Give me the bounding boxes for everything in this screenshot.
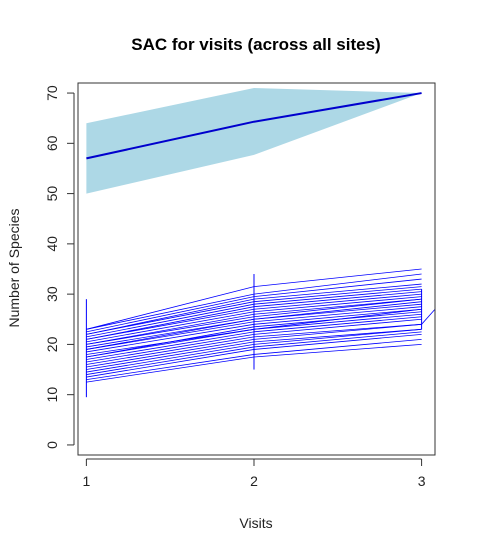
- x-tick-label-2: 2: [250, 473, 258, 489]
- stray-segment: [422, 309, 435, 324]
- confidence-ribbon: [86, 88, 421, 194]
- x-tick-label-1: 1: [82, 473, 90, 489]
- y-tick-label-20: 20: [44, 336, 60, 352]
- x-axis-label: Visits: [239, 515, 272, 531]
- y-tick-label-10: 10: [44, 387, 60, 403]
- y-axis-label: Number of Species: [6, 208, 22, 327]
- y-tick-label-30: 30: [44, 286, 60, 302]
- y-tick-label-40: 40: [44, 236, 60, 252]
- y-tick-label-70: 70: [44, 85, 60, 101]
- chart-title: SAC for visits (across all sites): [131, 35, 380, 54]
- y-tick-label-60: 60: [44, 135, 60, 151]
- y-tick-label-0: 0: [44, 441, 60, 449]
- plot-area: [86, 88, 435, 397]
- x-tick-label-3: 3: [418, 473, 426, 489]
- y-tick-label-50: 50: [44, 186, 60, 202]
